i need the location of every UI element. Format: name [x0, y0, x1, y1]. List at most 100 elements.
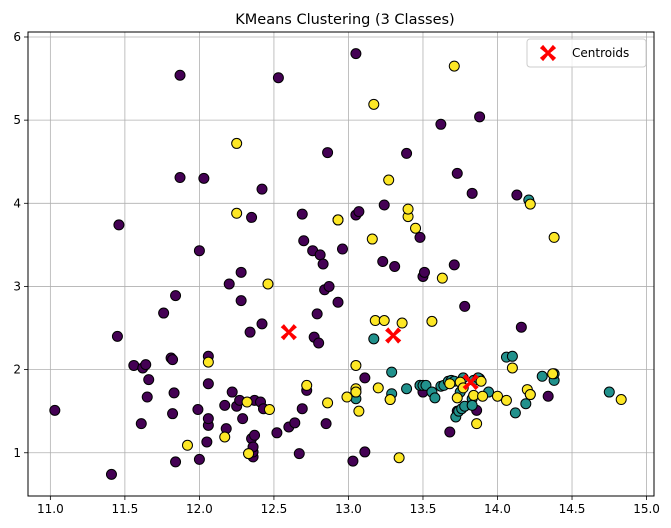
plot-frame — [27, 31, 655, 497]
x-tick-label: 14.5 — [559, 502, 586, 516]
data-point-class-2 — [231, 207, 243, 219]
data-point-class-2 — [378, 315, 390, 327]
data-point-class-0 — [128, 359, 140, 371]
data-point-class-1 — [401, 383, 413, 395]
data-point-class-2 — [492, 390, 503, 402]
data-point-class-2 — [451, 392, 463, 404]
centroid-marker — [385, 327, 402, 344]
data-point-class-0 — [459, 300, 471, 312]
y-tick-label: 6 — [13, 30, 21, 44]
data-point-class-0 — [293, 448, 305, 460]
data-point-class-2 — [368, 98, 380, 110]
data-point-class-0 — [414, 231, 426, 243]
data-point-class-0 — [323, 280, 335, 292]
x-tick-label: 12.5 — [261, 502, 288, 516]
data-point-class-1 — [603, 386, 615, 398]
data-point-class-1 — [520, 398, 532, 410]
x-tick-label: 14.0 — [484, 502, 511, 516]
data-point-class-0 — [320, 418, 332, 430]
data-point-class-0 — [237, 413, 249, 425]
x-tick-label: 12.0 — [186, 502, 213, 516]
x-tick-label: 11.5 — [112, 502, 139, 516]
data-point-class-2 — [350, 386, 362, 398]
data-point-class-2 — [396, 317, 408, 329]
data-point-class-0 — [353, 206, 365, 218]
data-point-class-1 — [368, 333, 380, 345]
data-point-class-0 — [271, 427, 283, 439]
legend-label: Centroids — [572, 46, 629, 60]
data-point-class-2 — [384, 394, 396, 406]
data-point-class-0 — [466, 187, 478, 199]
x-tick-label: 11.0 — [37, 502, 64, 516]
data-point-class-0 — [377, 256, 389, 268]
data-point-class-0 — [235, 266, 247, 278]
centroid-marker — [280, 324, 297, 341]
data-point-class-2 — [263, 404, 275, 416]
data-point-class-2 — [243, 448, 255, 460]
data-point-class-0 — [244, 326, 256, 338]
data-point-class-0 — [313, 337, 325, 349]
data-point-class-1 — [429, 392, 441, 404]
data-point-class-0 — [226, 386, 238, 398]
data-point-class-0 — [193, 245, 205, 257]
data-point-class-0 — [347, 455, 359, 467]
chart-title: KMeans Clustering (3 Classes) — [235, 12, 454, 28]
data-point-class-0 — [542, 390, 554, 402]
data-point-class-0 — [198, 172, 210, 184]
data-point-class-2 — [301, 379, 313, 391]
data-point-class-2 — [341, 391, 353, 403]
data-point-class-2 — [332, 214, 344, 226]
data-point-class-0 — [289, 417, 301, 429]
y-tick-label: 3 — [13, 279, 21, 293]
legend: Centroids — [526, 38, 647, 68]
data-point-class-0 — [193, 453, 205, 465]
data-point-class-0 — [143, 374, 155, 386]
y-tick-label: 4 — [13, 196, 21, 210]
data-point-class-2 — [410, 222, 422, 234]
data-point-class-2 — [393, 452, 405, 464]
x-tick-label: 13.5 — [410, 502, 437, 516]
data-point-class-0 — [174, 172, 186, 184]
data-point-class-0 — [359, 446, 371, 458]
data-point-class-1 — [466, 399, 478, 411]
data-point-class-2 — [402, 203, 414, 215]
data-point-class-2 — [262, 278, 274, 290]
data-point-class-0 — [298, 235, 310, 247]
data-point-class-0 — [223, 278, 235, 290]
data-point-class-2 — [444, 378, 456, 390]
data-point-class-2 — [231, 137, 243, 149]
data-point-class-0 — [170, 456, 182, 468]
legend-centroid-icon — [539, 44, 557, 62]
data-point-class-0 — [296, 208, 308, 220]
data-point-class-2 — [426, 315, 438, 327]
data-point-class-0 — [249, 429, 261, 441]
data-point-class-0 — [168, 387, 180, 399]
data-point-class-0 — [511, 189, 523, 201]
data-point-class-0 — [444, 426, 456, 438]
data-point-class-2 — [436, 272, 448, 284]
data-point-class-0 — [451, 167, 463, 179]
data-point-class-2 — [448, 60, 460, 72]
data-point-class-2 — [475, 375, 487, 387]
data-point-class-0 — [105, 468, 117, 480]
data-point-class-0 — [170, 290, 182, 302]
data-point-class-2 — [547, 368, 559, 380]
data-point-class-0 — [201, 436, 213, 448]
data-point-class-0 — [336, 243, 348, 255]
data-point-class-1 — [506, 350, 518, 362]
data-point-class-0 — [474, 111, 486, 123]
data-points — [49, 48, 627, 480]
data-point-class-0 — [202, 378, 214, 390]
data-point-class-0 — [322, 147, 334, 159]
data-point-class-0 — [235, 295, 247, 307]
data-point-class-2 — [241, 396, 253, 408]
data-point-class-0 — [515, 321, 527, 333]
data-point-class-2 — [202, 356, 214, 368]
data-point-class-2 — [500, 394, 512, 406]
data-point-class-0 — [314, 249, 326, 261]
data-point-class-0 — [311, 308, 323, 320]
data-point-class-2 — [524, 198, 536, 210]
data-point-class-0 — [219, 399, 231, 411]
data-point-class-0 — [140, 359, 152, 371]
data-point-class-2 — [366, 233, 378, 245]
